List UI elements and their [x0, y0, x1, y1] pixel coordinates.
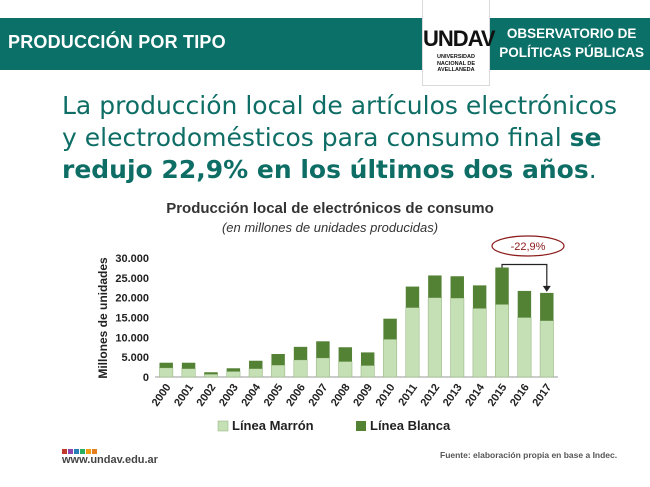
x-tick-label: 2003	[217, 382, 241, 409]
bar-linea-blanca-2010	[383, 318, 397, 340]
undav-logo: UNDAV UNIVERSIDAD NACIONAL DE AVELLANEDA	[422, 0, 496, 86]
x-tick-label: 2002	[195, 382, 219, 409]
legend-swatch-linea-marron	[217, 420, 229, 432]
bar-linea-blanca-2011	[405, 286, 420, 308]
y-tick-label: 10.000	[115, 332, 149, 344]
bar-linea-blanca-2002	[204, 372, 218, 375]
annotation-arrow-line	[501, 263, 548, 287]
bar-linea-marron-2011	[405, 307, 420, 378]
logo-subtitle: UNIVERSIDAD NACIONAL DE AVELLANEDA	[423, 54, 489, 74]
x-tick-label: 2006	[284, 382, 308, 409]
x-tick-label: 2004	[239, 381, 263, 409]
bar-linea-marron-2005	[271, 364, 286, 378]
bar-linea-blanca-2000	[159, 362, 173, 368]
headline: La producción local de artículos electró…	[62, 90, 622, 186]
bar-linea-marron-2006	[293, 359, 308, 378]
bar-linea-blanca-2006	[293, 346, 308, 360]
legend-label-linea-blanca: Línea Blanca	[370, 418, 451, 433]
bar-linea-blanca-2014	[472, 285, 487, 309]
bar-linea-marron-2016	[517, 317, 532, 378]
x-tick-label: 2017	[530, 382, 554, 409]
x-tick-label: 2011	[396, 382, 420, 408]
bar-linea-marron-2014	[472, 308, 487, 378]
bar-linea-marron-2007	[315, 357, 330, 378]
bar-linea-blanca-2009	[360, 352, 375, 366]
logo-word: UNDAV	[423, 26, 496, 51]
x-tick-label: 2013	[441, 382, 465, 409]
annotation-arrow-head	[542, 285, 551, 292]
bar-linea-blanca-2016	[517, 290, 532, 318]
bar-linea-blanca-2005	[271, 353, 285, 366]
color-dots	[62, 441, 98, 459]
x-tick-label: 2012	[418, 382, 442, 409]
x-tick-label: 2010	[374, 382, 398, 409]
bar-linea-marron-2010	[383, 339, 398, 378]
headline-bold: se redujo 22,9% en los últimos dos años	[62, 123, 602, 184]
x-tick-label: 2001	[172, 382, 196, 409]
bar-linea-blanca-2001	[181, 362, 196, 369]
x-tick-label: 2014	[463, 381, 487, 409]
bar-linea-marron-2004	[248, 368, 263, 378]
footer-url: www.undav.edu.ar	[62, 454, 158, 466]
annotation-ellipse	[491, 235, 565, 257]
x-tick-label: 2000	[150, 382, 174, 409]
x-tick-label: 2016	[508, 382, 532, 409]
bar-linea-blanca-2003	[226, 368, 241, 372]
bar-linea-marron-2012	[427, 297, 442, 378]
bar-linea-blanca-2013	[450, 276, 464, 299]
bar-linea-blanca-2017	[540, 292, 554, 321]
bar-linea-marron-2003	[226, 371, 241, 378]
headline-normal: La producción local de artículos electró…	[62, 91, 618, 152]
legend-label-linea-marron: Línea Marrón	[232, 418, 314, 433]
bar-linea-marron-2002	[204, 373, 218, 378]
annotation-label: -22,9%	[511, 241, 546, 253]
x-tick-label: 2005	[262, 382, 286, 409]
bar-linea-blanca-2008	[338, 347, 353, 362]
header-banner: PRODUCCIÓN POR TIPO OBSERVATORIO DE POLÍ…	[0, 18, 650, 70]
bar-linea-blanca-2004	[249, 360, 263, 369]
headline-end: .	[588, 155, 597, 184]
bar-linea-marron-2015	[495, 304, 509, 378]
y-tick-label: 0	[143, 372, 149, 384]
bar-linea-marron-2017	[539, 320, 554, 378]
x-tick-label: 2007	[307, 382, 331, 409]
footer-source: Fuente: elaboración propia en base a Ind…	[440, 450, 618, 460]
bar-linea-marron-2013	[450, 297, 465, 378]
chart-subtitle: (en millones de unidades producidas)	[221, 220, 439, 235]
y-tick-label: 20.000	[115, 293, 149, 305]
legend-swatch-linea-blanca	[356, 421, 366, 431]
bar-linea-blanca-2015	[495, 267, 509, 305]
observatory-label: OBSERVATORIO DE POLÍTICAS PÚBLICAS	[499, 24, 644, 62]
y-axis-label: Millones de unidades	[96, 257, 110, 379]
y-tick-label: 30.000	[115, 253, 149, 265]
observatory-line-1: OBSERVATORIO DE	[506, 26, 637, 41]
bar-linea-marron-2001	[181, 368, 196, 378]
x-tick-label: 2015	[486, 382, 510, 409]
bar-linea-marron-2009	[360, 365, 375, 378]
bar-linea-marron-2008	[338, 361, 353, 378]
bar-linea-marron-2000	[159, 367, 174, 378]
y-tick-label: 15.000	[115, 313, 149, 325]
chart-title: Producción local de electrónicos de cons…	[166, 200, 494, 217]
y-tick-label: 25.000	[115, 273, 149, 285]
banner-title: PRODUCCIÓN POR TIPO	[8, 32, 226, 52]
x-tick-label: 2008	[329, 382, 353, 409]
logo-line-1: UNIVERSIDAD	[437, 54, 475, 60]
observatory-line-2: POLÍTICAS PÚBLICAS	[499, 45, 644, 60]
x-tick-label: 2009	[351, 382, 375, 409]
bar-linea-blanca-2007	[316, 341, 330, 358]
y-tick-label: 5.000	[121, 352, 149, 364]
logo-line-2: NACIONAL DE	[436, 60, 476, 67]
bar-linea-blanca-2012	[428, 275, 442, 298]
logo-line-3: AVELLANEDA	[437, 67, 475, 73]
